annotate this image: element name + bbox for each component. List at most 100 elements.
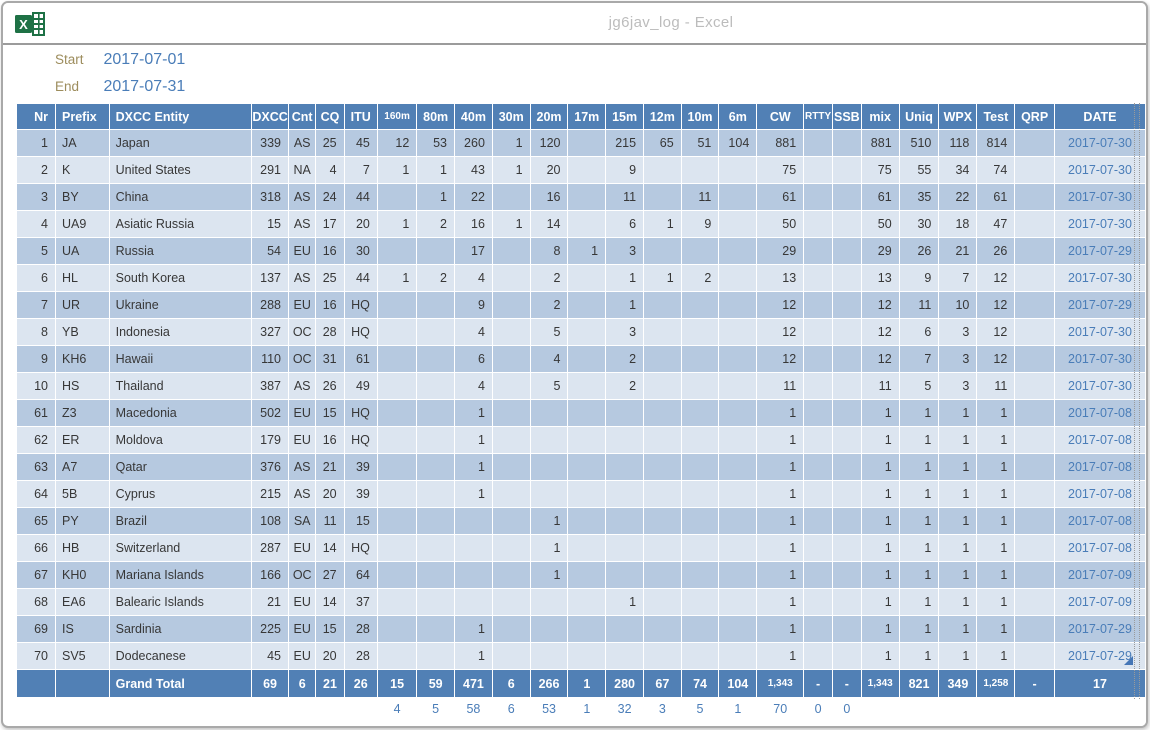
table-cell[interactable]: K bbox=[55, 156, 110, 184]
table-cell[interactable]: 7 bbox=[938, 264, 978, 292]
table-cell[interactable] bbox=[643, 345, 682, 373]
table-cell[interactable] bbox=[491, 453, 531, 481]
table-cell[interactable]: 137 bbox=[251, 264, 290, 292]
table-cell[interactable]: 8 bbox=[16, 318, 56, 346]
table-cell[interactable] bbox=[376, 615, 418, 643]
column-header-12m[interactable]: 12m bbox=[643, 103, 682, 130]
table-cell[interactable]: China bbox=[108, 183, 253, 211]
table-cell[interactable]: Macedonia bbox=[108, 399, 253, 427]
table-cell[interactable]: 75 bbox=[860, 156, 900, 184]
table-cell[interactable]: 62 bbox=[16, 426, 56, 454]
table-cell[interactable]: 1 bbox=[938, 615, 978, 643]
column-header-15m[interactable]: 15m bbox=[605, 103, 645, 130]
table-cell[interactable]: 1 bbox=[756, 507, 805, 535]
band-sum-cell[interactable] bbox=[16, 697, 56, 726]
table-cell[interactable] bbox=[416, 345, 455, 373]
table-cell[interactable]: 13 bbox=[756, 264, 805, 292]
table-cell[interactable]: 3 bbox=[938, 345, 978, 373]
table-cell[interactable]: 61 bbox=[860, 183, 900, 211]
table-cell[interactable]: 12 bbox=[976, 345, 1016, 373]
table-cell[interactable]: 24 bbox=[315, 183, 345, 211]
table-cell[interactable]: 9 bbox=[605, 156, 645, 184]
date-cell[interactable]: 2017-07-09 bbox=[1053, 588, 1146, 616]
table-cell[interactable] bbox=[1014, 156, 1055, 184]
table-cell[interactable] bbox=[643, 588, 682, 616]
table-cell[interactable]: 64 bbox=[16, 480, 56, 508]
table-cell[interactable]: 10 bbox=[16, 372, 56, 400]
table-cell[interactable]: 3 bbox=[938, 372, 978, 400]
table-cell[interactable]: 20 bbox=[343, 210, 378, 238]
grand-total-cell[interactable]: 1,343 bbox=[860, 669, 900, 698]
table-cell[interactable]: 28 bbox=[343, 642, 378, 670]
table-cell[interactable]: 16 bbox=[315, 426, 345, 454]
table-cell[interactable]: South Korea bbox=[108, 264, 253, 292]
table-cell[interactable]: Hawaii bbox=[108, 345, 253, 373]
table-cell[interactable]: KH6 bbox=[55, 345, 110, 373]
table-cell[interactable]: 1 bbox=[416, 183, 455, 211]
table-cell[interactable]: 34 bbox=[938, 156, 978, 184]
table-cell[interactable]: Asiatic Russia bbox=[108, 210, 253, 238]
date-cell[interactable]: 2017-07-30 bbox=[1053, 129, 1146, 157]
grand-total-cell[interactable]: 280 bbox=[605, 669, 645, 698]
table-cell[interactable] bbox=[803, 642, 833, 670]
date-cell[interactable]: 2017-07-30 bbox=[1053, 372, 1146, 400]
table-cell[interactable]: 291 bbox=[251, 156, 290, 184]
table-cell[interactable] bbox=[803, 399, 833, 427]
table-cell[interactable]: 12 bbox=[976, 291, 1016, 319]
table-cell[interactable] bbox=[453, 507, 493, 535]
table-cell[interactable]: 9 bbox=[453, 291, 493, 319]
table-cell[interactable] bbox=[803, 507, 833, 535]
table-cell[interactable] bbox=[718, 588, 758, 616]
table-cell[interactable] bbox=[831, 534, 862, 562]
table-cell[interactable]: 11 bbox=[315, 507, 345, 535]
table-cell[interactable]: 881 bbox=[860, 129, 900, 157]
table-cell[interactable] bbox=[491, 291, 531, 319]
table-cell[interactable] bbox=[718, 318, 758, 346]
column-header-cw[interactable]: CW bbox=[756, 103, 805, 130]
table-cell[interactable]: 64 bbox=[343, 561, 378, 589]
table-cell[interactable] bbox=[1014, 237, 1055, 265]
table-cell[interactable]: OC bbox=[288, 318, 317, 346]
table-cell[interactable]: 225 bbox=[251, 615, 290, 643]
grand-total-cell[interactable]: 1,258 bbox=[976, 669, 1016, 698]
table-cell[interactable] bbox=[803, 156, 833, 184]
table-cell[interactable] bbox=[680, 453, 720, 481]
table-cell[interactable] bbox=[416, 453, 455, 481]
table-cell[interactable]: 1 bbox=[860, 615, 900, 643]
table-cell[interactable]: 12 bbox=[756, 291, 805, 319]
table-cell[interactable]: 68 bbox=[16, 588, 56, 616]
table-cell[interactable] bbox=[831, 291, 862, 319]
table-cell[interactable]: 1 bbox=[529, 561, 569, 589]
table-cell[interactable]: SA bbox=[288, 507, 317, 535]
band-sum-cell[interactable] bbox=[976, 697, 1016, 726]
table-cell[interactable] bbox=[680, 561, 720, 589]
table-cell[interactable]: BY bbox=[55, 183, 110, 211]
table-cell[interactable]: 12 bbox=[756, 318, 805, 346]
table-cell[interactable] bbox=[529, 453, 569, 481]
table-cell[interactable] bbox=[718, 453, 758, 481]
band-sum-cell[interactable] bbox=[1014, 697, 1055, 726]
table-cell[interactable]: EU bbox=[288, 237, 317, 265]
table-cell[interactable]: UA9 bbox=[55, 210, 110, 238]
table-cell[interactable]: 376 bbox=[251, 453, 290, 481]
table-cell[interactable]: 44 bbox=[343, 183, 378, 211]
table-cell[interactable]: 1 bbox=[938, 588, 978, 616]
table-cell[interactable]: OC bbox=[288, 345, 317, 373]
table-cell[interactable] bbox=[491, 264, 531, 292]
date-cell[interactable]: 2017-07-08 bbox=[1053, 453, 1146, 481]
band-sum-cell[interactable] bbox=[898, 697, 940, 726]
table-cell[interactable]: 3 bbox=[605, 237, 645, 265]
date-cell[interactable]: 2017-07-30 bbox=[1053, 318, 1146, 346]
table-cell[interactable] bbox=[680, 399, 720, 427]
table-cell[interactable] bbox=[643, 561, 682, 589]
table-cell[interactable] bbox=[643, 426, 682, 454]
table-cell[interactable]: 12 bbox=[976, 264, 1016, 292]
table-cell[interactable]: 1 bbox=[453, 453, 493, 481]
table-cell[interactable] bbox=[680, 318, 720, 346]
table-cell[interactable] bbox=[416, 318, 455, 346]
table-cell[interactable]: 67 bbox=[16, 561, 56, 589]
table-cell[interactable]: 26 bbox=[976, 237, 1016, 265]
table-cell[interactable] bbox=[605, 615, 645, 643]
table-cell[interactable] bbox=[491, 534, 531, 562]
table-cell[interactable] bbox=[831, 129, 862, 157]
